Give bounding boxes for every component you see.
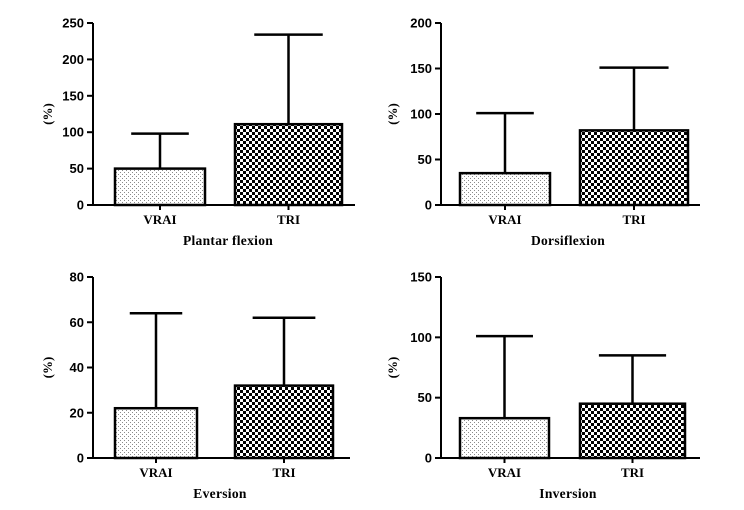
y-tick-label: 200	[62, 52, 84, 67]
bar-vrai	[458, 416, 551, 460]
category-label: TRI	[621, 465, 644, 480]
y-tick-label: 80	[70, 270, 84, 285]
y-tick-label: 100	[62, 125, 84, 140]
y-tick-label: 0	[77, 198, 84, 213]
bar-tri	[578, 402, 687, 460]
category-label: VRAI	[139, 465, 172, 480]
y-tick-label: 100	[410, 107, 432, 122]
y-tick-label: 0	[425, 198, 432, 213]
y-axis-label: (%)	[40, 103, 55, 125]
category-label: TRI	[277, 212, 300, 227]
x-axis-title: Eversion	[193, 486, 247, 501]
bar-vrai	[113, 406, 199, 460]
chart-panel-3: 0 20 40 60 80 (%) VRAI TRI Eversion	[40, 270, 350, 501]
y-axis-label: (%)	[385, 103, 400, 125]
y-axis-label: (%)	[40, 357, 55, 379]
y-tick-label: 50	[70, 161, 84, 176]
bar-tri	[578, 129, 690, 207]
y-tick-label: 0	[425, 451, 432, 466]
category-label: VRAI	[488, 465, 521, 480]
y-tick-label: 150	[410, 270, 432, 285]
chart-panel-1: 0 50 100 150 200 250 (%) VRAI TRI Plantar flexion	[40, 16, 355, 248]
y-tick-label: 100	[410, 330, 432, 345]
category-label: TRI	[272, 465, 295, 480]
category-label: VRAI	[488, 212, 521, 227]
chart-panel-4: 0 50 100 150 (%) VRAI TRI Inversion	[385, 270, 700, 501]
y-tick-label: 250	[62, 16, 84, 31]
y-tick-label: 50	[418, 152, 432, 167]
y-tick-label: 0	[77, 451, 84, 466]
bar-tri	[233, 384, 335, 460]
y-tick-label: 150	[62, 88, 84, 103]
y-tick-label: 150	[410, 61, 432, 76]
category-label: VRAI	[143, 212, 176, 227]
x-axis-title: Inversion	[539, 486, 597, 501]
y-tick-label: 60	[70, 315, 84, 330]
bar-tri	[233, 122, 344, 207]
y-tick-label: 200	[410, 16, 432, 31]
y-tick-label: 50	[418, 390, 432, 405]
bar-vrai	[113, 167, 207, 207]
y-tick-label: 40	[70, 360, 84, 375]
chart-panel-2: 0 50 100 150 200 (%) VRAI TRI Dorsiflexion	[385, 16, 700, 248]
y-tick-label: 20	[70, 405, 84, 420]
x-axis-title: Dorsiflexion	[531, 233, 605, 248]
x-axis-title: Plantar flexion	[183, 233, 273, 248]
y-axis-label: (%)	[385, 357, 400, 379]
category-label: TRI	[622, 212, 645, 227]
bar-vrai	[458, 171, 552, 207]
